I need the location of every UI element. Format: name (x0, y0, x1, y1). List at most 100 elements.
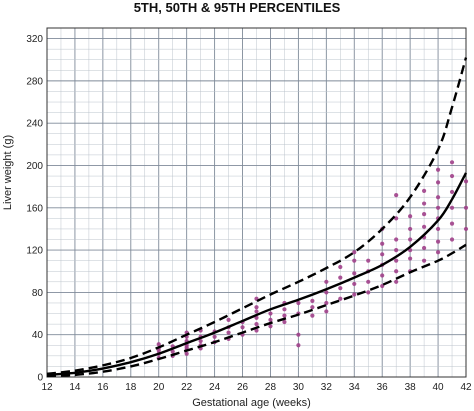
data-point (449, 205, 455, 210)
x-tick-label: 40 (433, 382, 445, 393)
data-point (170, 349, 175, 354)
data-point (268, 311, 273, 316)
data-point (268, 317, 273, 322)
data-point (435, 239, 441, 244)
y-tick-label: 160 (26, 203, 43, 214)
data-point (366, 290, 371, 295)
data-point (324, 290, 329, 295)
data-point (449, 237, 455, 242)
data-point (435, 195, 441, 200)
data-point (156, 348, 161, 353)
y-tick-label: 0 (37, 373, 43, 384)
y-tick-label: 280 (26, 76, 43, 87)
data-point (435, 180, 441, 185)
data-point (435, 167, 441, 172)
x-tick-label: 24 (209, 382, 221, 393)
data-point (352, 250, 357, 255)
data-point (394, 269, 399, 274)
data-point (408, 256, 413, 261)
data-point (352, 258, 357, 263)
data-point (380, 241, 385, 246)
x-tick-label: 34 (349, 382, 361, 393)
data-point (282, 307, 287, 312)
data-point (226, 330, 231, 335)
data-point (240, 325, 245, 330)
data-point (352, 281, 357, 287)
curve-95th-percentile (46, 57, 468, 376)
data-point (380, 283, 385, 289)
data-point (310, 313, 315, 318)
x-tick-label: 12 (41, 382, 53, 393)
x-tick-label: 26 (237, 382, 249, 393)
y-tick-label: 200 (26, 161, 43, 172)
x-tick-label: 28 (265, 382, 277, 393)
data-point (352, 271, 357, 276)
curve-5th-percentile (46, 243, 467, 378)
x-tick-label: 36 (377, 382, 389, 393)
y-tick-label: 240 (26, 119, 43, 130)
data-point (422, 201, 427, 206)
plot-frame (46, 27, 467, 378)
x-tick-label: 20 (153, 382, 165, 393)
data-point (394, 192, 399, 198)
data-point (296, 300, 301, 306)
y-tick-label: 80 (32, 288, 44, 299)
x-tick-label: 18 (125, 382, 137, 393)
data-point (463, 205, 469, 210)
data-point (463, 226, 469, 232)
data-point (408, 237, 413, 242)
x-tick-label: 42 (460, 382, 472, 393)
data-point (435, 205, 441, 210)
data-point (380, 273, 385, 278)
data-point (449, 173, 455, 179)
x-tick-label: 38 (405, 382, 417, 393)
data-point (366, 279, 371, 284)
y-tick-label: 320 (26, 34, 43, 45)
y-tick-label: 120 (26, 246, 43, 257)
data-point (324, 279, 329, 284)
data-point (254, 309, 259, 314)
data-point (338, 286, 343, 291)
data-point (408, 226, 413, 232)
chart-title: 5TH, 50TH & 95TH PERCENTILES (133, 0, 341, 15)
data-point (394, 247, 399, 253)
x-tick-label: 22 (181, 382, 193, 393)
data-point (449, 189, 455, 195)
data-point (156, 342, 161, 347)
data-point (435, 226, 441, 232)
data-point (435, 250, 441, 255)
data-point (268, 324, 273, 329)
data-point (310, 298, 315, 303)
data-point (394, 279, 399, 284)
x-tick-label: 16 (97, 382, 109, 393)
data-point (338, 264, 343, 270)
data-point (338, 275, 343, 280)
y-tick-labels: 0 40 80 120 160 200 240 280 320 (26, 34, 43, 383)
data-point (282, 319, 287, 325)
data-point (394, 258, 399, 263)
x-tick-label: 30 (293, 382, 305, 393)
x-axis-label: Gestational age (weeks) (192, 397, 311, 409)
data-point (380, 252, 385, 257)
data-point (394, 237, 399, 242)
data-point (254, 305, 259, 310)
x-tick-label: 32 (321, 382, 333, 393)
y-tick-label: 40 (32, 330, 44, 341)
data-point (282, 313, 287, 318)
data-point (254, 328, 259, 333)
data-point (338, 296, 343, 301)
data-point (296, 332, 301, 337)
y-axis-label: Liver weight (g) (2, 135, 14, 210)
data-point (422, 212, 427, 217)
grid (46, 27, 467, 378)
data-point (324, 300, 329, 306)
data-point (422, 224, 427, 229)
data-point (324, 309, 329, 314)
data-point (463, 179, 469, 184)
data-point (422, 188, 427, 193)
data-point (226, 317, 231, 322)
data-point (254, 322, 259, 327)
data-point (352, 292, 357, 297)
data-point (449, 160, 455, 165)
data-point (449, 221, 455, 226)
